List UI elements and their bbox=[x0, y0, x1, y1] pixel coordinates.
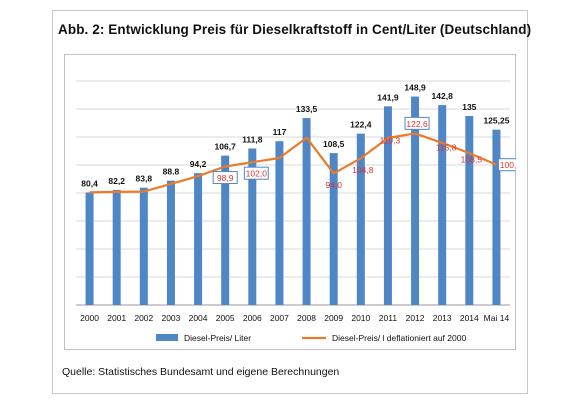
line-value-label: 104,8 bbox=[352, 165, 374, 175]
bar bbox=[492, 129, 501, 305]
line-value-label: 102,0 bbox=[246, 169, 268, 179]
bar-value-label: 88.8 bbox=[163, 167, 180, 177]
x-tick-label: 2011 bbox=[379, 313, 398, 323]
source-note: Quelle: Statistisches Bundesamt und eige… bbox=[62, 366, 340, 378]
bar bbox=[383, 106, 392, 305]
bar-value-label: 122,4 bbox=[350, 120, 372, 130]
x-tick-label: 2012 bbox=[406, 313, 425, 323]
legend-bar-swatch bbox=[156, 334, 178, 341]
x-tick-label: Mai 14 bbox=[484, 313, 510, 323]
bar bbox=[221, 155, 230, 305]
line-value-label: 100,2 bbox=[500, 160, 516, 170]
plot-area-border bbox=[64, 54, 516, 350]
x-tick-label: 2008 bbox=[297, 313, 316, 323]
bar-value-label: 94,2 bbox=[190, 159, 207, 169]
bar-value-label: 83,8 bbox=[136, 174, 153, 184]
x-tick-label: 2014 bbox=[460, 313, 479, 323]
bar-value-label: 106,7 bbox=[215, 142, 237, 152]
line-label-box bbox=[243, 166, 269, 180]
chart-frame bbox=[52, 10, 528, 394]
bar bbox=[438, 105, 447, 305]
x-tick-label: 2010 bbox=[351, 313, 370, 323]
legend-bar-label: Diesel-Preis/ Liter bbox=[184, 333, 251, 343]
bar-value-label: 108,5 bbox=[323, 139, 345, 149]
diesel-price-chart: 80,4 2000 82,2 2001 83,8 2002 88.8 2003 94,2 2004… bbox=[76, 80, 516, 343]
bar-value-label: 142,8 bbox=[432, 91, 454, 101]
bar bbox=[465, 116, 474, 305]
bar-value-label: 117 bbox=[273, 127, 287, 137]
legend-line-label: Diesel-Preis/ l deflationiert auf 2000 bbox=[332, 333, 466, 343]
bar bbox=[112, 189, 121, 305]
bar-value-label: 148,9 bbox=[404, 83, 426, 93]
line-value-label: 119,3 bbox=[380, 135, 401, 145]
bar bbox=[411, 96, 420, 305]
line-value-label: 94,0 bbox=[325, 180, 342, 190]
bar-value-label: 133,5 bbox=[296, 104, 318, 114]
bar bbox=[248, 148, 257, 305]
x-tick-label: 2002 bbox=[134, 313, 153, 323]
bar bbox=[302, 118, 311, 305]
bar bbox=[85, 192, 94, 305]
x-tick-label: 2009 bbox=[324, 313, 343, 323]
bar bbox=[275, 141, 284, 305]
x-tick-label: 2013 bbox=[433, 313, 452, 323]
bar-value-label: 125,25 bbox=[483, 116, 509, 126]
x-tick-label: 2000 bbox=[80, 313, 99, 323]
bar bbox=[139, 187, 148, 305]
bar bbox=[194, 173, 203, 305]
chart-title: Abb. 2: Entwicklung Preis für Dieselkraf… bbox=[58, 22, 532, 37]
bar bbox=[329, 153, 338, 305]
bar-value-label: 135 bbox=[462, 102, 476, 112]
bar bbox=[166, 180, 175, 305]
x-tick-label: 2006 bbox=[243, 313, 262, 323]
line-value-label: 115,8 bbox=[436, 142, 457, 152]
bar bbox=[356, 133, 365, 305]
line-label-box bbox=[404, 116, 430, 130]
bar-value-label: 141,9 bbox=[377, 92, 399, 102]
line-value-label: 122,6 bbox=[406, 119, 428, 129]
x-tick-label: 2003 bbox=[161, 313, 180, 323]
line-value-label: 98,9 bbox=[217, 173, 234, 183]
deflated-price-line bbox=[89, 132, 497, 194]
x-tick-label: 2005 bbox=[216, 313, 235, 323]
bar-value-label: 80,4 bbox=[81, 178, 98, 188]
x-tick-label: 2001 bbox=[107, 313, 126, 323]
bar-value-label: 82,2 bbox=[108, 176, 125, 186]
x-tick-label: 2004 bbox=[189, 313, 208, 323]
line-value-label: 108,5 bbox=[461, 155, 483, 165]
line-label-box bbox=[497, 158, 516, 172]
line-label-box bbox=[212, 171, 238, 185]
x-tick-label: 2007 bbox=[270, 313, 289, 323]
bar-value-label: 111,8 bbox=[242, 134, 263, 144]
